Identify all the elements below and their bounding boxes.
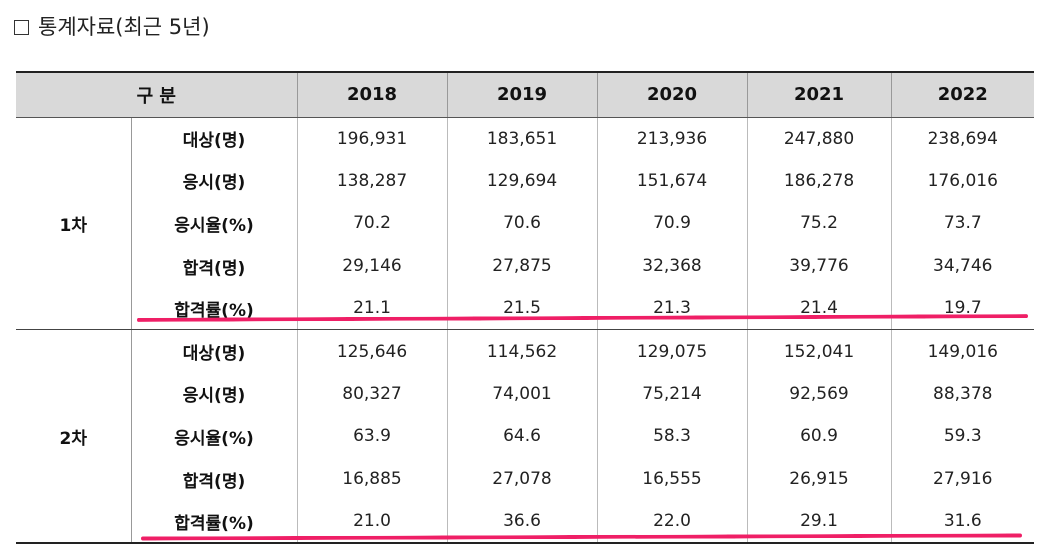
value-cell: 29.1 [746,500,892,544]
value-cell: 60.9 [746,415,892,458]
table-row: 합격(명) 29,146 27,875 32,368 39,776 34,746 [16,244,1035,288]
value-cell: 152,041 [746,329,892,373]
value-cell: 39,776 [746,244,892,288]
value-cell: 129,694 [446,159,598,203]
table-row: 응시(명) 138,287 129,694 151,674 186,278 176,016 [16,159,1035,203]
table-row: 1차 대상(명) 196,931 183,651 213,936 247,880 238,6… [16,117,1035,331]
value-cell: 129,075 [596,329,748,373]
row-label: 합격(명) [130,457,298,501]
value-cell: 36.6 [446,500,598,544]
header-year-2021: 2021 [746,71,892,118]
value-cell: 21.5 [446,287,598,331]
header-category: 구 분 [16,71,298,118]
table-row: 합격률(%) 21.1 21.5 21.3 21.4 19.7 [16,287,1035,331]
row-label: 합격(명) [130,244,298,288]
value-cell: 70.6 [446,202,598,245]
page-title: 통계자료(최근 5년) [14,12,210,42]
value-cell: 196,931 [296,117,448,160]
value-cell: 183,651 [446,117,598,160]
value-cell: 32,368 [596,244,748,288]
group-label: 2차 [16,329,131,544]
value-cell: 213,936 [596,117,748,160]
value-cell: 31.6 [890,500,1035,544]
value-cell: 73.7 [890,202,1035,245]
page-title-text: 통계자료(최근 5년) [38,15,210,39]
value-cell: 27,078 [446,457,598,501]
table-row: 응시(명) 80,327 74,001 75,214 92,569 88,378 [16,372,1035,416]
header-year-2018: 2018 [296,71,448,118]
value-cell: 238,694 [890,117,1035,160]
group-label: 1차 [16,117,131,331]
value-cell: 27,875 [446,244,598,288]
table-row: 응시율(%) 70.2 70.6 70.9 75.2 73.7 [16,202,1035,245]
value-cell: 80,327 [296,372,448,416]
header-year-2019: 2019 [446,71,598,118]
value-cell: 75.2 [746,202,892,245]
value-cell: 114,562 [446,329,598,373]
value-cell: 16,555 [596,457,748,501]
value-cell: 88,378 [890,372,1035,416]
checkbox-square-icon [14,20,29,35]
value-cell: 63.9 [296,415,448,458]
header-year-2022: 2022 [890,71,1035,118]
value-cell: 29,146 [296,244,448,288]
value-cell: 92,569 [746,372,892,416]
header-row: 구 분 2018 2019 2020 2021 2022 [16,71,1035,118]
value-cell: 70.9 [596,202,748,245]
value-cell: 26,915 [746,457,892,501]
value-cell: 138,287 [296,159,448,203]
value-cell: 64.6 [446,415,598,458]
row-label: 응시율(%) [130,415,298,458]
value-cell: 59.3 [890,415,1035,458]
value-cell: 19.7 [890,287,1035,331]
value-cell: 21.1 [296,287,448,331]
value-cell: 186,278 [746,159,892,203]
value-cell: 74,001 [446,372,598,416]
table-row: 합격(명) 16,885 27,078 16,555 26,915 27,916 [16,457,1035,501]
value-cell: 16,885 [296,457,448,501]
row-label: 응시(명) [130,372,298,416]
row-label: 합격률(%) [130,287,298,331]
value-cell: 125,646 [296,329,448,373]
value-cell: 58.3 [596,415,748,458]
table-row: 2차 대상(명) 125,646 114,562 129,075 152,041 149,0… [16,329,1035,544]
value-cell: 21.4 [746,287,892,331]
header-year-2020: 2020 [596,71,748,118]
value-cell: 75,214 [596,372,748,416]
value-cell: 149,016 [890,329,1035,373]
row-label: 응시(명) [130,159,298,203]
table-row: 응시율(%) 63.9 64.6 58.3 60.9 59.3 [16,415,1035,458]
value-cell: 247,880 [746,117,892,160]
value-cell: 21.0 [296,500,448,544]
row-label: 대상(명) [130,329,298,373]
value-cell: 176,016 [890,159,1035,203]
row-label: 합격률(%) [130,500,298,544]
value-cell: 22.0 [596,500,748,544]
value-cell: 151,674 [596,159,748,203]
statistics-table: 구 분 2018 2019 2020 2021 2022 1차 대상(명) 196,… [16,71,1035,544]
table-row: 합격률(%) 21.0 36.6 22.0 29.1 31.6 [16,500,1035,544]
value-cell: 21.3 [596,287,748,331]
row-label: 응시율(%) [130,202,298,245]
value-cell: 27,916 [890,457,1035,501]
row-label: 대상(명) [130,117,298,160]
value-cell: 34,746 [890,244,1035,288]
value-cell: 70.2 [296,202,448,245]
